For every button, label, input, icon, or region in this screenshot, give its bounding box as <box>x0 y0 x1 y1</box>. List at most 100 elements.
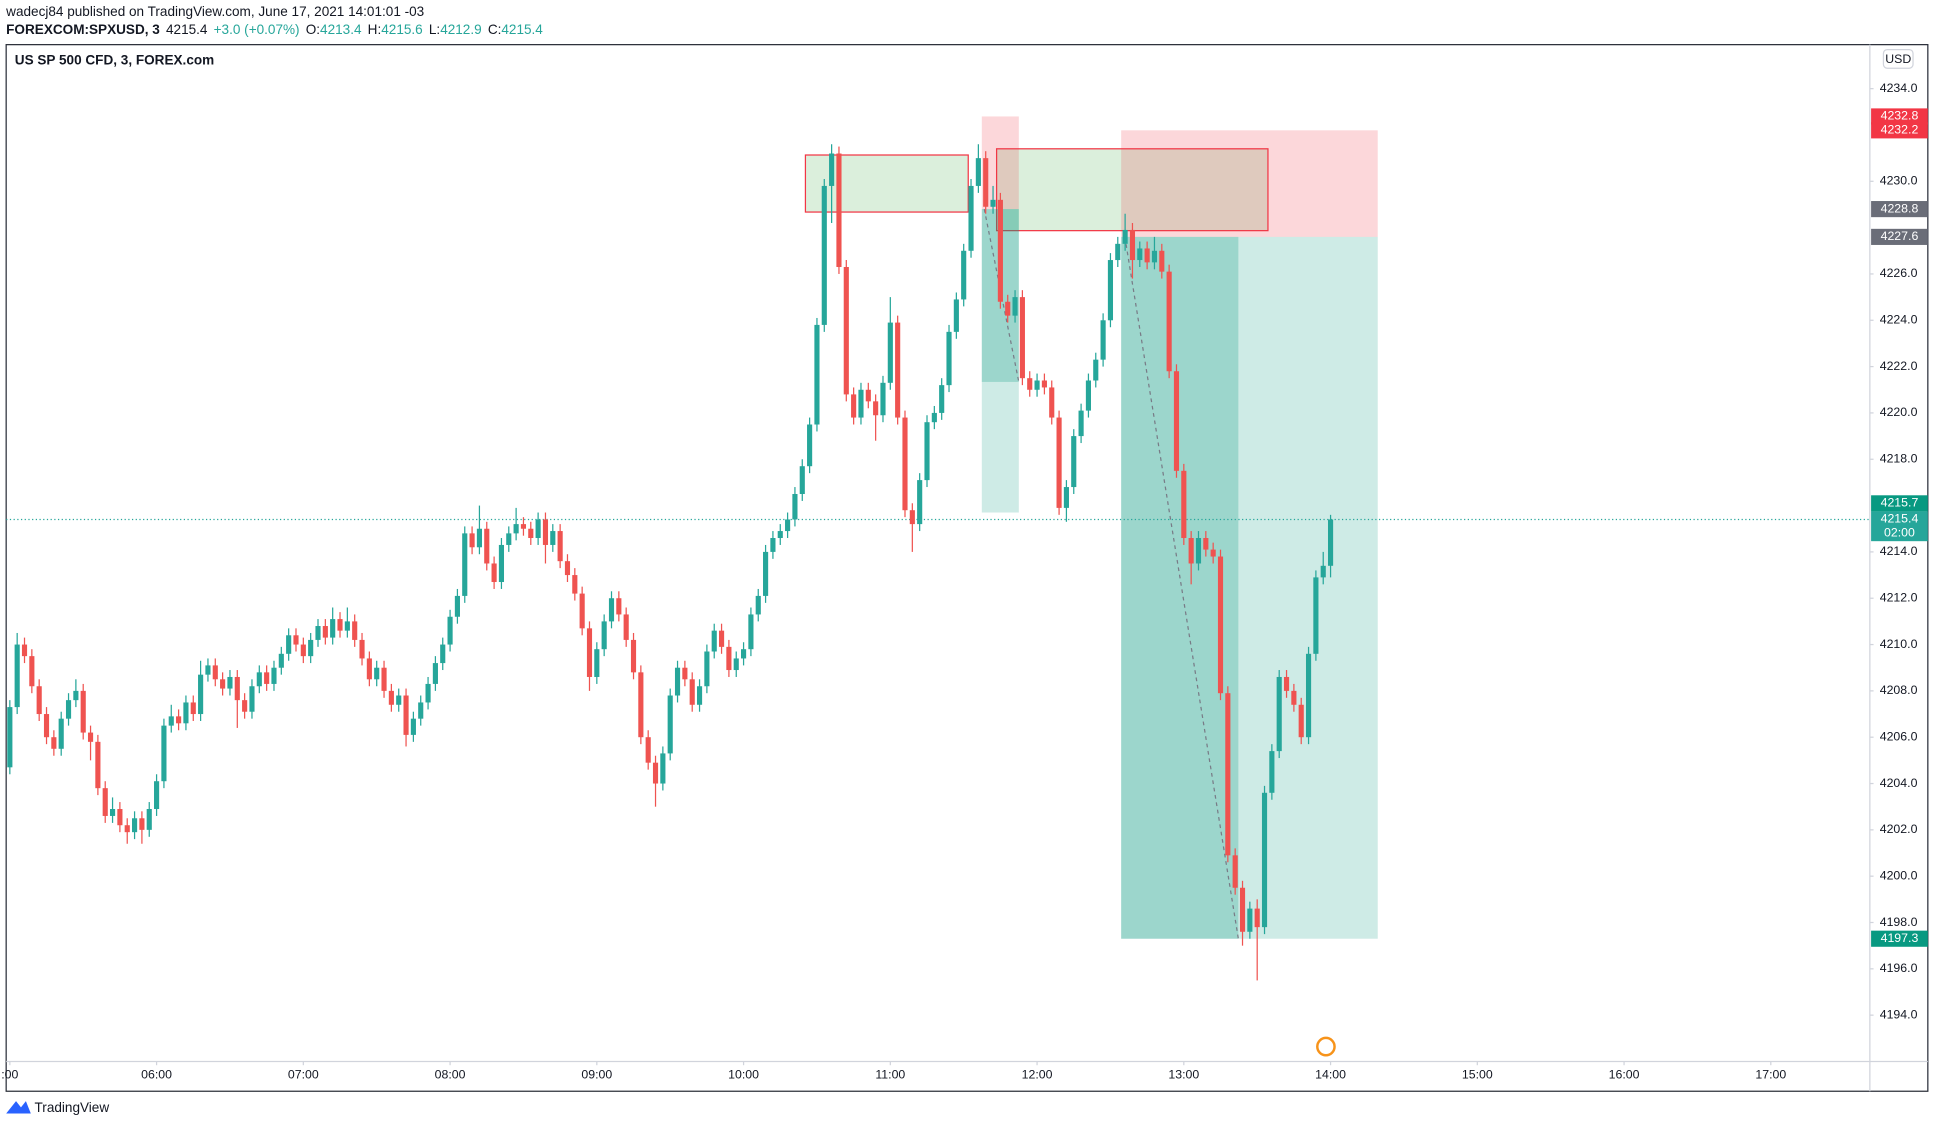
events-icon[interactable] <box>1316 1036 1336 1057</box>
candle-body <box>366 658 372 680</box>
candle-body <box>344 621 350 631</box>
candle-body <box>1005 301 1011 316</box>
candle-body <box>374 667 380 680</box>
candle-body <box>799 466 805 494</box>
x-tick-label: 16:00 <box>1609 1067 1640 1081</box>
x-tick-label: 07:00 <box>288 1067 319 1081</box>
candle-body <box>843 267 849 395</box>
candle-body <box>95 741 101 789</box>
candle-body <box>1115 243 1121 261</box>
symbol: FOREXCOM:SPXUSD, 3 <box>6 21 160 36</box>
candle-body <box>220 679 226 689</box>
candle-body <box>1100 320 1106 360</box>
target-zone <box>1121 236 1378 939</box>
candle-body <box>212 665 218 680</box>
candle-body <box>190 702 196 715</box>
candle-body <box>1327 519 1334 566</box>
candle-body <box>674 667 681 696</box>
candle-body <box>293 635 299 645</box>
candle-body <box>1254 908 1260 928</box>
candle-body <box>873 401 879 416</box>
currency-box[interactable] <box>1882 48 1914 69</box>
candle-body <box>1093 359 1099 381</box>
candle-body <box>1027 378 1033 390</box>
price-label-box <box>1871 108 1928 125</box>
candle-body <box>322 626 328 638</box>
brand: TradingView <box>35 1100 110 1115</box>
candle-body <box>1034 380 1040 390</box>
y-tick-label: 4198.0 <box>1880 915 1918 929</box>
candle-body <box>102 788 108 816</box>
candle-body <box>315 626 321 640</box>
candle-body <box>1107 260 1114 321</box>
candle-body <box>1129 229 1136 261</box>
candle-body <box>403 695 409 735</box>
candle-body <box>513 524 519 534</box>
candle-body <box>484 528 490 564</box>
candle-body <box>1049 387 1055 418</box>
candle-body <box>1085 380 1091 411</box>
x-tick-label: 11:00 <box>875 1067 905 1081</box>
candle-body <box>278 653 284 668</box>
candle-body <box>865 389 871 402</box>
candle-body <box>601 621 607 650</box>
candle-body <box>1122 229 1128 244</box>
candle-body <box>990 199 996 207</box>
candle-body <box>1269 751 1275 793</box>
candle-body <box>87 732 94 742</box>
candle-body <box>432 663 438 684</box>
candle-body <box>1056 417 1062 508</box>
price-label: 4232.8 <box>1881 109 1919 123</box>
candle-body <box>755 595 761 615</box>
brand-logo <box>6 1101 31 1114</box>
candle-body <box>1203 538 1209 550</box>
price-label: 4232.2 <box>1881 123 1919 137</box>
candle-body <box>931 412 937 423</box>
candle-body <box>506 533 512 545</box>
candle-body <box>14 644 20 708</box>
x-tick-label: :00 <box>1 1067 18 1081</box>
candle-body <box>924 422 930 481</box>
candle-body <box>29 656 35 687</box>
candle-body <box>748 614 754 650</box>
candle-body <box>1137 248 1143 261</box>
x-tick-label: 15:00 <box>1462 1067 1493 1081</box>
candle-body <box>1188 538 1194 564</box>
candle-body <box>264 672 270 684</box>
y-tick-label: 4224.0 <box>1880 313 1918 327</box>
candle-body <box>161 725 167 782</box>
candle-body <box>1019 297 1025 379</box>
candle-body <box>1210 549 1216 557</box>
candle-body <box>146 809 152 830</box>
candle-body <box>550 531 556 545</box>
candle-body <box>337 619 343 631</box>
candle-body <box>1144 248 1150 263</box>
candle-body <box>1181 470 1187 539</box>
candle-body <box>520 524 527 529</box>
price-label-box <box>1871 930 1928 947</box>
candle-body <box>242 700 248 712</box>
y-tick-label: 4222.0 <box>1880 359 1918 373</box>
candle-body <box>953 299 959 332</box>
candle-body <box>1276 676 1282 752</box>
candle-body <box>1151 250 1158 263</box>
candle-body <box>1173 371 1180 471</box>
candle-body <box>909 510 915 525</box>
chart-frame <box>5 44 1929 1092</box>
candle-body <box>1225 693 1231 856</box>
candle-body <box>139 818 145 830</box>
candle-body <box>256 672 262 687</box>
candle-body <box>638 672 644 738</box>
candle-body <box>902 417 908 511</box>
candle-body <box>1305 653 1312 738</box>
candle-body <box>851 394 857 418</box>
candle-body <box>234 676 240 701</box>
candle-body <box>711 630 717 652</box>
candle-body <box>858 389 864 418</box>
candle-body <box>124 825 130 833</box>
candle-body <box>1063 487 1069 508</box>
candle-body <box>726 646 732 671</box>
candle-body <box>1320 565 1326 578</box>
